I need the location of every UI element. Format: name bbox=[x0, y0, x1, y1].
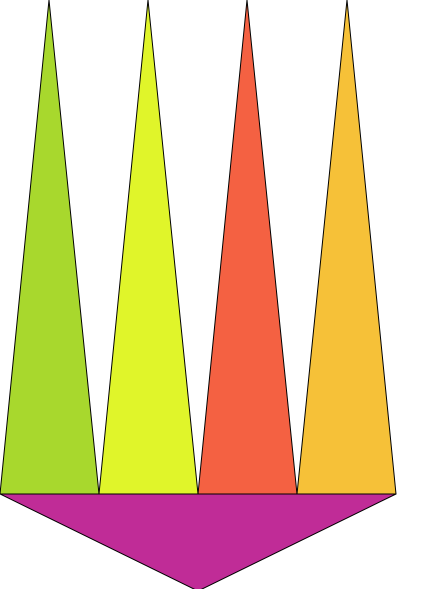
green-spike bbox=[0, 0, 100, 495]
magenta-base bbox=[0, 493, 397, 589]
yellow-spike bbox=[98, 0, 199, 495]
orange-spike bbox=[197, 0, 298, 495]
amber-spike bbox=[296, 0, 397, 495]
